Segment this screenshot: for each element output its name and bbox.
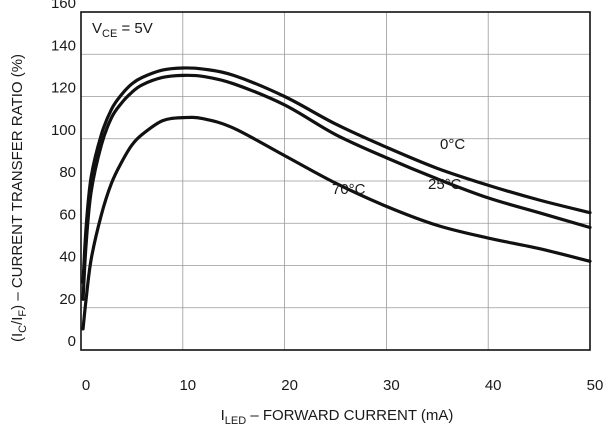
y-tick-label: 80	[59, 164, 76, 181]
series-curve-70c	[81, 115, 592, 331]
y-tick-label: 100	[51, 122, 76, 139]
x-tick-label: 30	[383, 377, 400, 394]
y-axis-title: (IC/IF) – CURRENT TRANSFER RATIO (%)	[9, 54, 29, 342]
x-tick-label: 10	[179, 377, 196, 394]
x-axis-title: ILED – FORWARD CURRENT (mA)	[221, 407, 454, 427]
x-tick-label: 20	[281, 377, 298, 394]
y-tick-label: 20	[59, 291, 76, 308]
series-curve-0c	[81, 66, 592, 284]
y-tick-label: 40	[59, 249, 76, 266]
series-label-70c: 70°C	[332, 181, 366, 198]
grid-lines	[81, 12, 590, 350]
y-tick-label: 0	[68, 333, 76, 350]
series-curves	[81, 66, 592, 331]
test-condition-label: VCE = 5V	[92, 20, 153, 40]
y-tick-label: 120	[51, 80, 76, 97]
series-label-25c: 25°C	[428, 176, 462, 193]
x-tick-labels: 0 10 20 30 40 50	[82, 377, 604, 394]
series-label-0c: 0°C	[440, 136, 465, 153]
x-tick-label: 40	[485, 377, 502, 394]
y-tick-labels: 0 20 40 60 80 100 120 140 160	[51, 0, 76, 350]
y-tick-label: 160	[51, 0, 76, 12]
x-tick-label: 50	[587, 377, 604, 394]
x-tick-label: 0	[82, 377, 90, 394]
series-labels: 0°C 25°C 70°C	[332, 136, 465, 198]
series-curve-25c	[81, 73, 592, 301]
plot-frame	[80, 11, 591, 351]
y-tick-label: 140	[51, 37, 76, 54]
y-tick-label: 60	[59, 206, 76, 223]
